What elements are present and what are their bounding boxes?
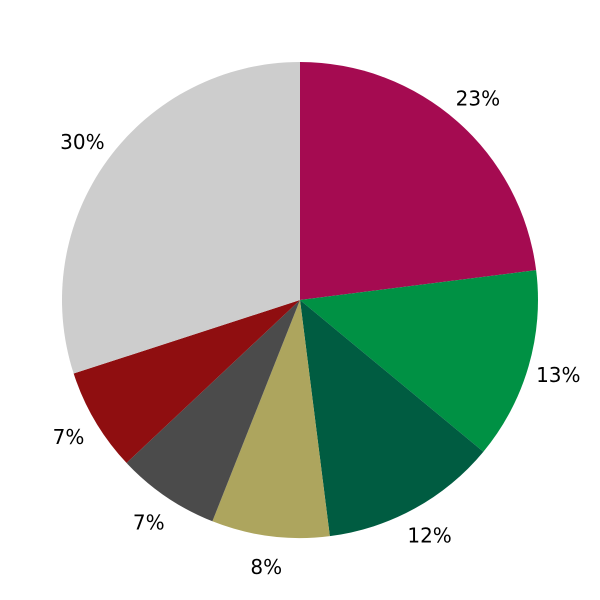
pie-labels-group: 23% 13% 12% 8% 7% 7% 30% [53, 86, 581, 579]
pie-slice-13pct [300, 270, 538, 452]
pie-slice-7pct [73, 300, 301, 463]
percent-label: 12% [407, 524, 451, 548]
pie-slice-12pct [300, 300, 484, 537]
pie-slice-30pct [62, 62, 300, 374]
percent-label: 13% [536, 363, 580, 387]
percent-label: 23% [456, 86, 500, 110]
percent-label: 7% [133, 510, 165, 534]
percent-label: 7% [53, 425, 85, 449]
pie-slice-23pct [300, 62, 537, 300]
pie-slice-8pct [212, 300, 330, 538]
pie-slices-group [62, 62, 538, 538]
pie-slice-7pct [126, 300, 300, 522]
percent-label: 8% [250, 555, 282, 579]
percent-label: 30% [60, 130, 104, 154]
